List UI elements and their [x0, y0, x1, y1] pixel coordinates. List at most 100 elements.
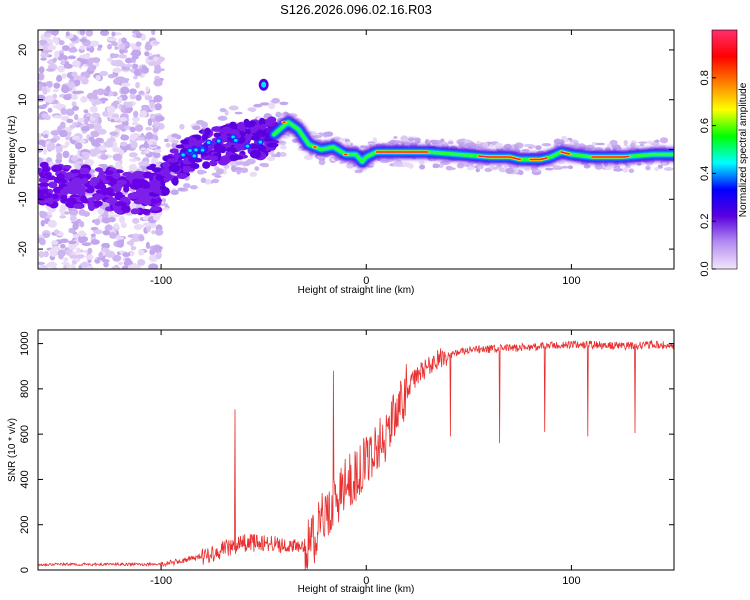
band-blob	[258, 145, 267, 151]
noise-blob	[55, 145, 63, 153]
band-blob	[213, 143, 223, 150]
noise-blob	[118, 215, 126, 224]
noise-blob	[579, 143, 585, 147]
noise-blob	[128, 158, 138, 162]
noise-blob	[405, 162, 411, 168]
noise-blob	[81, 54, 90, 59]
noise-blob	[70, 265, 76, 269]
noise-blob	[663, 167, 674, 171]
band-blob	[131, 178, 143, 187]
noise-blob	[97, 44, 103, 49]
noise-blob	[129, 43, 137, 48]
noise-blob	[44, 95, 55, 104]
band-blob	[163, 176, 170, 183]
noise-blob	[149, 255, 158, 263]
x-tick-label: -100	[150, 575, 172, 587]
noise-blob	[440, 141, 449, 148]
noise-blob	[108, 216, 116, 223]
noise-blob	[230, 165, 237, 172]
noise-blob	[568, 142, 574, 145]
band-blob	[87, 201, 95, 208]
colorbar-tick-label: 0.8	[699, 70, 711, 85]
noise-blob	[503, 143, 513, 150]
noise-blob	[121, 265, 129, 269]
y-tick-label: 800	[19, 380, 31, 398]
band-blob	[261, 132, 270, 138]
noise-blob	[107, 73, 116, 79]
band-blob	[155, 175, 163, 181]
noise-blob	[628, 168, 635, 173]
noise-blob	[134, 124, 144, 132]
band-blob	[114, 201, 127, 207]
ridge-knot-core	[200, 148, 205, 152]
band-blob	[150, 205, 161, 211]
noise-blob	[113, 54, 119, 59]
noise-blob	[91, 112, 101, 118]
noise-blob	[60, 238, 69, 244]
band-blob	[172, 176, 179, 186]
noise-blob	[52, 57, 58, 63]
band-blob	[73, 203, 84, 209]
band-blob	[63, 165, 72, 170]
noise-blob	[100, 154, 109, 160]
noise-blob	[653, 143, 660, 146]
noise-blob	[145, 86, 150, 93]
noise-blob	[191, 125, 201, 131]
noise-blob	[119, 43, 126, 50]
band-blob	[105, 198, 118, 204]
band-blob	[135, 187, 147, 196]
noise-blob	[135, 32, 142, 39]
noise-blob	[518, 170, 524, 176]
noise-blob	[189, 185, 198, 190]
noise-blob	[407, 137, 415, 142]
band-blob	[266, 142, 279, 148]
noise-blob	[476, 143, 481, 149]
noise-blob	[491, 166, 498, 171]
noise-blob	[74, 79, 81, 86]
noise-blob	[476, 162, 485, 167]
band-blob	[175, 144, 185, 149]
noise-blob	[494, 142, 504, 150]
noise-blob	[625, 145, 631, 150]
noise-blob	[120, 86, 130, 95]
noise-blob	[233, 167, 243, 171]
noise-blob	[400, 140, 405, 147]
y-tick-label: 600	[19, 425, 31, 443]
noise-blob	[88, 64, 95, 72]
noise-blob	[135, 136, 146, 141]
ridge-knot-core	[233, 138, 238, 142]
noise-blob	[61, 85, 70, 94]
y-tick-label: 0	[19, 567, 31, 573]
band-blob	[41, 166, 50, 172]
noise-blob	[214, 175, 222, 178]
noise-blob	[131, 263, 138, 269]
ridge-knot-core	[245, 144, 250, 148]
snr-y-label: SNR (10 * v/v)	[7, 418, 18, 482]
noise-blob	[90, 239, 100, 245]
noise-blob	[219, 108, 227, 113]
noise-blob	[153, 95, 163, 103]
noise-blob	[69, 254, 77, 259]
noise-blob	[51, 240, 59, 246]
noise-blob	[75, 142, 83, 150]
band-blob	[159, 169, 169, 177]
band-blob	[249, 149, 262, 159]
band-blob	[56, 173, 65, 181]
band-blob	[100, 187, 108, 194]
band-blob	[244, 128, 251, 135]
noise-blob	[112, 214, 121, 218]
noise-blob	[396, 163, 403, 168]
ridge-knot-core	[216, 139, 221, 143]
noise-blob	[144, 43, 153, 51]
noise-blob	[112, 100, 121, 105]
noise-blob	[613, 168, 624, 172]
noise-blob	[38, 132, 42, 141]
band-blob	[250, 135, 261, 141]
noise-blob	[177, 187, 186, 192]
noise-blob	[38, 83, 43, 92]
noise-blob	[280, 145, 287, 150]
noise-blob	[498, 167, 503, 172]
noise-blob	[130, 250, 135, 257]
noise-blob	[447, 141, 454, 145]
noise-blob	[645, 165, 651, 171]
